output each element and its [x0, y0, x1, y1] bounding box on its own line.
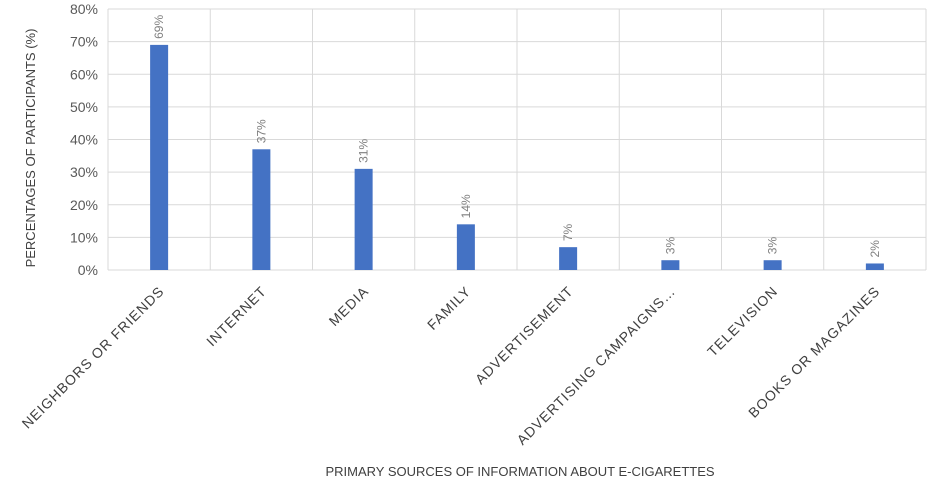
bars [150, 44, 884, 271]
x-category-label: INTERNET [203, 283, 269, 349]
y-tick-label: 10% [70, 229, 98, 245]
y-tick-label: 40% [70, 132, 98, 148]
y-tick-label: 30% [70, 164, 98, 180]
y-axis-title: PERCENTAGES OF PARTICIPANTS (%) [23, 29, 38, 268]
y-axis-tick-labels: 0% 10% 20% 30% 40% 50% 60% 70% 80% [70, 1, 98, 278]
bar [354, 168, 373, 270]
x-axis-title: PRIMARY SOURCES OF INFORMATION ABOUT E-C… [325, 464, 714, 479]
gridlines [107, 8, 927, 271]
data-label: 2% [868, 240, 882, 258]
bar [150, 44, 169, 271]
x-category-label: TELEVISION [704, 283, 781, 360]
bar [865, 263, 884, 270]
x-category-label: MEDIA [326, 283, 372, 329]
bar [559, 247, 578, 270]
data-label: 3% [663, 237, 677, 255]
data-label: 31% [357, 139, 371, 163]
y-tick-label: 50% [70, 99, 98, 115]
data-labels: 69% 37% 31% 14% 7% 3% 3% 2% [152, 15, 882, 258]
x-axis-category-labels: NEIGHBORS OR FRIENDS INTERNET MEDIA FAMILYA… [19, 283, 883, 448]
data-label: 7% [561, 223, 575, 241]
bar [763, 260, 782, 270]
x-category-label: FAMILY [424, 283, 474, 333]
x-category-label: NEIGHBORS OR FRIENDS [19, 283, 168, 432]
data-label: 37% [254, 119, 268, 143]
bar [252, 149, 271, 270]
bar [456, 224, 475, 270]
data-label: 14% [459, 194, 473, 218]
data-label: 69% [152, 15, 166, 39]
y-tick-label: 0% [78, 262, 98, 278]
x-category-label: ADVERTISING CAMPAIGNS… [513, 283, 678, 448]
y-tick-label: 20% [70, 197, 98, 213]
y-tick-label: 70% [70, 34, 98, 50]
data-label: 3% [766, 237, 780, 255]
x-category-label: ADVERTISEMENT [472, 283, 576, 387]
bar [661, 260, 680, 270]
y-tick-label: 60% [70, 66, 98, 82]
y-tick-label: 80% [70, 1, 98, 17]
